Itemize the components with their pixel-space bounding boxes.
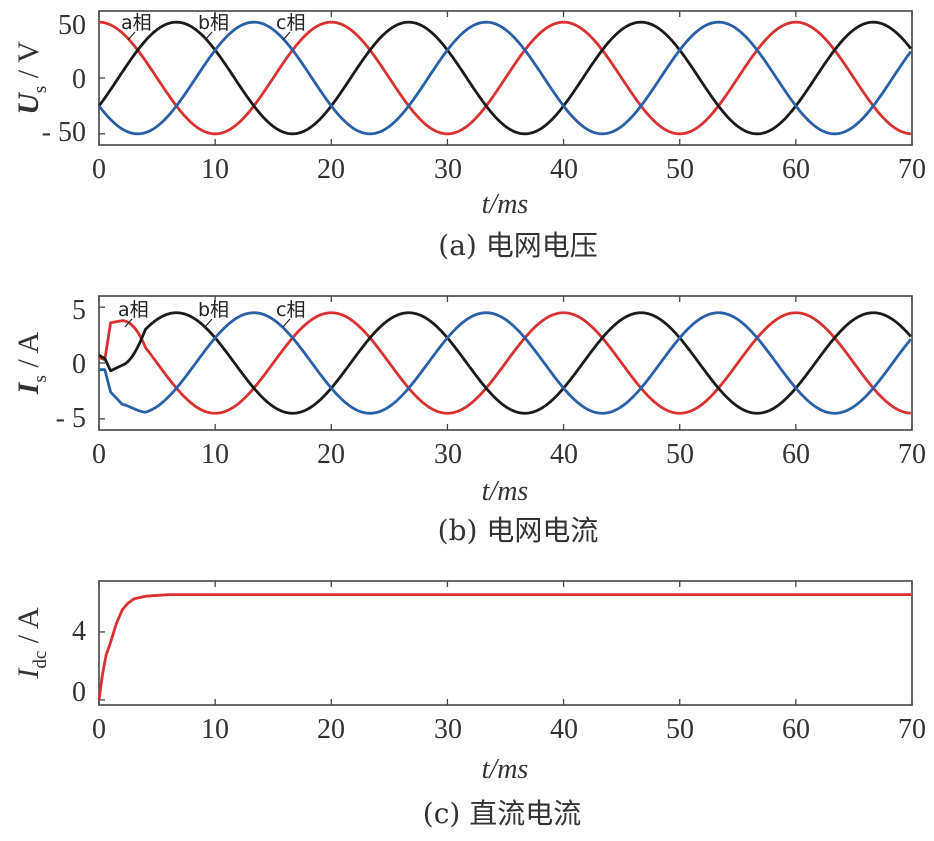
panel-a-annotation-a-pointer [127, 31, 136, 41]
panel-c-ytick-0: 0 [72, 677, 86, 708]
panel-a-ylabel: Us / V [12, 41, 51, 115]
panel-c-yticks: 4 0 [72, 616, 86, 708]
panel-b-series-b-line [98, 311, 912, 415]
panel-b-xlabel: t/ms [482, 476, 529, 507]
panel-b-series-a-line [98, 311, 912, 415]
panel-c: 4 0 0 10 20 30 40 50 60 70 t/ms (c) 直流电流… [12, 580, 926, 830]
panel-a-plot-area [97, 11, 913, 145]
panel-b-xtick-20: 20 [317, 439, 345, 470]
panel-a-xtick-20: 20 [317, 154, 345, 185]
panel-b-series-c-line [99, 311, 912, 415]
panel-a-ylabel-sub: s [30, 86, 51, 93]
panel-a-xlabel-text: t/ms [482, 189, 529, 220]
panel-b-ytick-neg5: - 5 [56, 403, 86, 434]
panel-a-ylabel-main: U [12, 92, 45, 115]
panel-b-xtick-30: 30 [434, 439, 462, 470]
panel-a-annotation-b-pointer [204, 31, 213, 41]
panel-a-yticks: 50 0 - 50 [42, 10, 86, 148]
panel-c-xtick-50: 50 [666, 714, 694, 745]
panel-b-xlabel-text: t/ms [482, 476, 529, 507]
panel-a-ytick-0: 0 [72, 64, 86, 95]
panel-a-xtick-0: 0 [92, 154, 106, 185]
panel-a-xlabel: t/ms [482, 189, 529, 220]
panel-a-annotation-a: a相 [121, 12, 152, 34]
panel-b-xtick-40: 40 [550, 439, 578, 470]
panel-c-ylabel-sub: dc [30, 651, 51, 669]
panel-c-frame [98, 580, 913, 706]
panel-b-xtick-0: 0 [92, 439, 106, 470]
panel-c-ylabel-unit: / A [12, 607, 45, 651]
panel-b-xtick-50: 50 [666, 439, 694, 470]
panel-a-caption: (a) 电网电压 [438, 229, 597, 262]
panel-a-series-c-line [97, 20, 912, 136]
panel-b-xtick-10: 10 [201, 439, 229, 470]
panel-c-xtick-40: 40 [550, 714, 578, 745]
panel-b-xtick-60: 60 [782, 439, 810, 470]
panel-b-caption: (b) 电网电流 [438, 514, 599, 547]
panel-a-xticks: 0 10 20 30 40 50 60 70 [92, 154, 926, 185]
panel-a-xtick-40: 40 [550, 154, 578, 185]
panel-a-annotation-b: b相 [198, 12, 229, 34]
panel-c-xtick-60: 60 [782, 714, 810, 745]
panel-c-series-a-line [97, 593, 912, 701]
panel-a-xtick-30: 30 [434, 154, 462, 185]
panel-c-xlabel-text: t/ms [482, 754, 529, 785]
panel-b-xticks: 0 10 20 30 40 50 60 70 [92, 439, 926, 470]
panel-c-xticks: 0 10 20 30 40 50 60 70 [92, 714, 926, 745]
panel-a-ytick-50: 50 [58, 10, 86, 41]
panel-a-xtick-10: 10 [201, 154, 229, 185]
panel-c-xtick-20: 20 [317, 714, 345, 745]
panel-b-annotation-b: b相 [198, 299, 229, 321]
panel-b-yticks: 5 0 - 5 [56, 295, 86, 434]
panel-a-series-b-line [97, 20, 912, 136]
panel-b-plot-area [98, 296, 913, 430]
panel-b: 5 0 - 5 0 10 20 30 40 50 60 70 t/ms (b) … [12, 295, 926, 547]
panel-b-annotations: a相 b相 c相 [118, 299, 305, 328]
panel-c-ytick-4: 4 [72, 616, 86, 647]
panel-a-xtick-70: 70 [898, 154, 926, 185]
panel-b-ylabel-unit: / A [12, 331, 45, 375]
panel-c-xtick-30: 30 [434, 714, 462, 745]
panel-b-annotation-c-pointer [282, 318, 291, 328]
panel-a-ylabel-unit: / V [12, 41, 45, 86]
panel-c-plot-area [97, 581, 913, 705]
panel-c-xtick-0: 0 [92, 714, 106, 745]
panel-a-annotation-c: c相 [276, 12, 305, 34]
panel-c-xlabel: t/ms [482, 754, 529, 785]
panel-b-ytick-5: 5 [72, 295, 86, 326]
panel-a-ytick-neg50: - 50 [42, 117, 86, 148]
panel-c-caption: (c) 直流电流 [423, 797, 581, 830]
panel-a-xtick-60: 60 [782, 154, 810, 185]
panel-a-series-a-line [98, 20, 912, 136]
panel-b-ylabel: Is / A [12, 331, 51, 395]
panel-c-ylabel-main: I [12, 667, 45, 680]
panel-b-annotation-c: c相 [276, 299, 305, 321]
panel-c-xtick-10: 10 [201, 714, 229, 745]
panel-b-ytick-0: 0 [72, 349, 86, 380]
panel-b-ylabel-main: I [12, 381, 45, 395]
panel-a-xtick-50: 50 [666, 154, 694, 185]
panel-b-xtick-70: 70 [898, 439, 926, 470]
panel-b-annotation-a: a相 [118, 299, 149, 321]
panel-c-xtick-70: 70 [898, 714, 926, 745]
panel-c-ylabel: Idc / A [12, 607, 51, 680]
panel-a-annotations: a相 b相 c相 [121, 12, 305, 41]
panel-a-annotation-c-pointer [282, 31, 291, 41]
panel-b-annotation-a-pointer [124, 318, 133, 328]
panel-a: 50 0 - 50 0 10 20 30 40 50 60 70 t/ms (a… [12, 10, 926, 262]
panel-b-annotation-b-pointer [204, 318, 213, 328]
panel-b-ylabel-sub: s [30, 375, 51, 382]
